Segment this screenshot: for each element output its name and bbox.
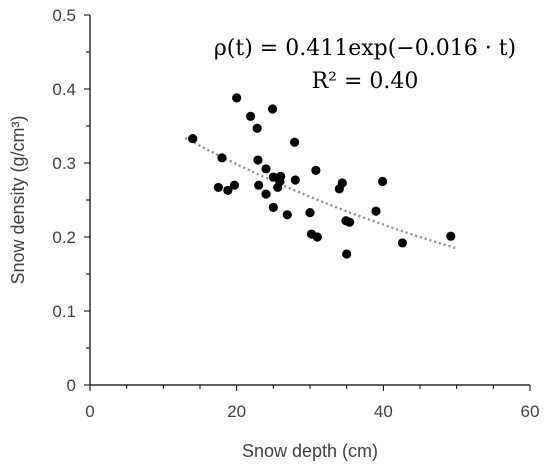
data-point <box>268 104 278 114</box>
data-point <box>378 176 388 187</box>
y-tick-label: 0.2 <box>52 228 76 247</box>
data-point <box>290 175 300 185</box>
data-point <box>223 185 233 195</box>
y-tick-label: 0 <box>67 376 76 395</box>
points-layer <box>188 93 456 259</box>
r-squared-annotation: R² = 0.40 <box>312 69 419 94</box>
data-point <box>282 210 292 220</box>
data-point <box>337 178 347 188</box>
x-tick-label: 0 <box>85 402 94 421</box>
x-tick-label: 20 <box>227 402 246 421</box>
data-point <box>345 217 355 227</box>
data-point <box>188 133 198 144</box>
data-point <box>311 165 321 175</box>
data-point <box>268 172 278 182</box>
data-point <box>342 249 352 259</box>
data-point <box>229 180 240 190</box>
data-point <box>261 164 271 174</box>
data-point <box>446 231 456 241</box>
y-tick-label: 0.5 <box>52 6 76 25</box>
equation-annotation: ρ(t) = 0.411exp(−0.016 · t) <box>214 36 516 61</box>
data-point <box>371 206 381 216</box>
axes <box>84 14 531 391</box>
data-point <box>268 202 278 212</box>
trendline-layer <box>184 136 458 250</box>
data-point <box>397 238 407 248</box>
y-tick-label: 0.3 <box>52 154 76 173</box>
x-tick-label: 40 <box>374 402 393 421</box>
data-point <box>312 232 322 242</box>
trendline <box>184 136 458 250</box>
x-tick-labels: 0 20 40 60 <box>85 402 539 421</box>
y-tick-label: 0.1 <box>52 302 76 321</box>
data-point <box>252 123 262 133</box>
data-point <box>217 153 227 163</box>
data-point <box>213 182 223 193</box>
data-point <box>305 207 315 218</box>
data-point <box>232 93 242 103</box>
data-point <box>261 189 271 199</box>
y-axis-title: Snow density (g/cm³) <box>8 115 28 284</box>
data-point <box>246 111 256 121</box>
data-point <box>290 137 300 147</box>
data-point <box>253 155 263 165</box>
x-axis-title: Snow depth (cm) <box>242 441 378 461</box>
y-tick-labels: 0 0.1 0.2 0.3 0.4 0.5 <box>52 6 76 395</box>
y-tick-label: 0.4 <box>52 80 76 99</box>
data-point <box>276 171 286 181</box>
x-tick-label: 60 <box>521 402 540 421</box>
data-point <box>254 180 264 190</box>
